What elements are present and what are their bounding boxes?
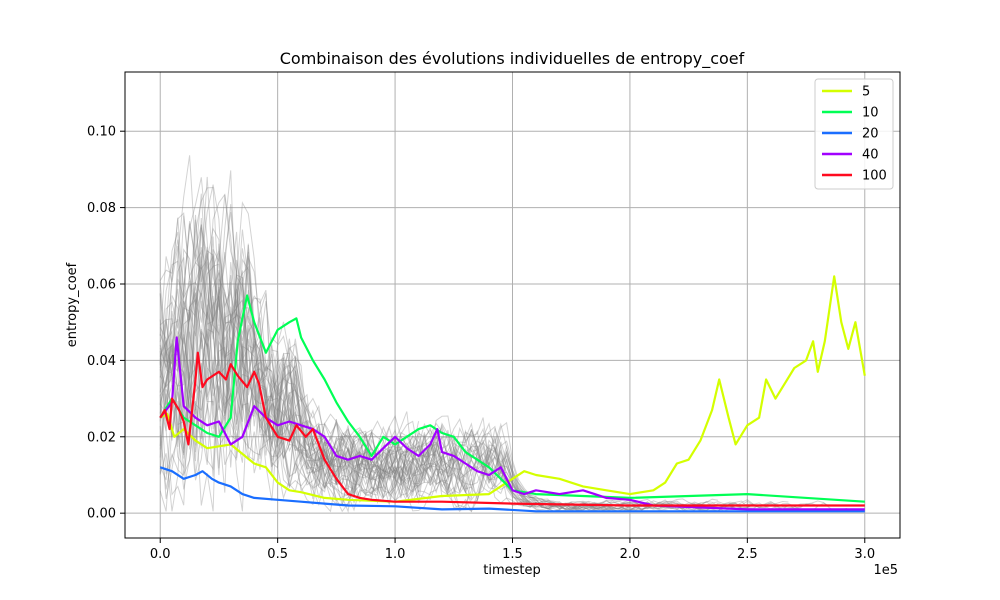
- y-tick-label: 0.06: [87, 277, 116, 292]
- background-run-line: [159, 231, 754, 512]
- y-tick-label: 0.08: [87, 201, 116, 216]
- background-run-line: [159, 227, 695, 512]
- y-tick-label: 0.00: [87, 507, 116, 522]
- background-run-line: [159, 193, 789, 512]
- series-line-40: [159, 336, 865, 511]
- background-run-line: [159, 239, 537, 505]
- background-run-line: [159, 224, 472, 499]
- background-run-line: [159, 332, 742, 512]
- x-axis-offset-label: 1e5: [873, 563, 898, 578]
- series-line-5: [159, 275, 866, 503]
- background-run-line: [159, 285, 625, 511]
- y-tick-label: 0.10: [87, 125, 116, 140]
- legend-label-10: 10: [862, 106, 879, 121]
- chart-title: Combinaison des évolutions individuelles…: [280, 49, 745, 69]
- x-tick-label: 1.5: [502, 547, 523, 562]
- x-axis-ticks: 0.0 0.5 1.0 1.5 2.0 2.5 3.0: [150, 538, 875, 562]
- background-runs: [159, 155, 848, 514]
- background-run-line: [159, 229, 848, 514]
- background-run-line: [159, 227, 519, 502]
- background-run-line: [159, 184, 719, 512]
- background-run-line: [159, 255, 420, 512]
- background-run-line: [159, 204, 531, 503]
- series-line-10: [159, 294, 865, 503]
- y-axis-ticks: 0.00 0.02 0.04 0.06 0.08 0.10: [87, 125, 125, 522]
- grid: [125, 72, 900, 538]
- legend-box: [814, 78, 894, 190]
- y-axis-label: entropy_coef: [65, 262, 80, 347]
- background-run-line: [159, 274, 537, 513]
- legend-label-40: 40: [862, 148, 879, 163]
- y-tick-label: 0.02: [87, 430, 116, 445]
- x-axis-label: timestep: [483, 563, 541, 578]
- background-run-line: [159, 224, 789, 512]
- background-run-line: [159, 300, 455, 489]
- background-run-line: [159, 193, 478, 499]
- background-run-line: [159, 176, 589, 512]
- series-line-100: [159, 351, 865, 507]
- series-line-20: [159, 466, 865, 513]
- x-tick-label: 0.0: [150, 547, 171, 562]
- background-run-line: [159, 256, 695, 513]
- x-tick-label: 0.5: [267, 547, 288, 562]
- background-run-line: [159, 201, 449, 504]
- background-run-line: [159, 194, 420, 488]
- background-run-line: [159, 257, 625, 512]
- background-run-line: [159, 289, 584, 512]
- background-run-line: [159, 211, 425, 506]
- x-tick-label: 3.0: [854, 547, 875, 562]
- background-run-line: [159, 155, 402, 481]
- x-tick-label: 1.0: [385, 547, 406, 562]
- background-run-line: [159, 278, 836, 512]
- background-run-line: [159, 293, 666, 511]
- background-run-line: [159, 340, 495, 502]
- legend-label-20: 20: [862, 127, 879, 142]
- background-run-line: [159, 170, 443, 486]
- legend-label-100: 100: [862, 169, 887, 184]
- background-run-line: [159, 217, 625, 511]
- x-tick-label: 2.0: [620, 547, 641, 562]
- background-run-line: [159, 221, 455, 507]
- legend-label-5: 5: [862, 85, 870, 100]
- background-run-line: [159, 231, 742, 512]
- legend: 5 10 20 40 100: [814, 78, 894, 190]
- x-tick-label: 2.5: [737, 547, 758, 562]
- background-run-line: [159, 186, 525, 513]
- series-lines: [159, 275, 866, 513]
- y-tick-label: 0.04: [87, 354, 116, 369]
- background-run-line: [159, 244, 625, 511]
- background-run-line: [159, 215, 461, 493]
- background-run-line: [159, 177, 736, 511]
